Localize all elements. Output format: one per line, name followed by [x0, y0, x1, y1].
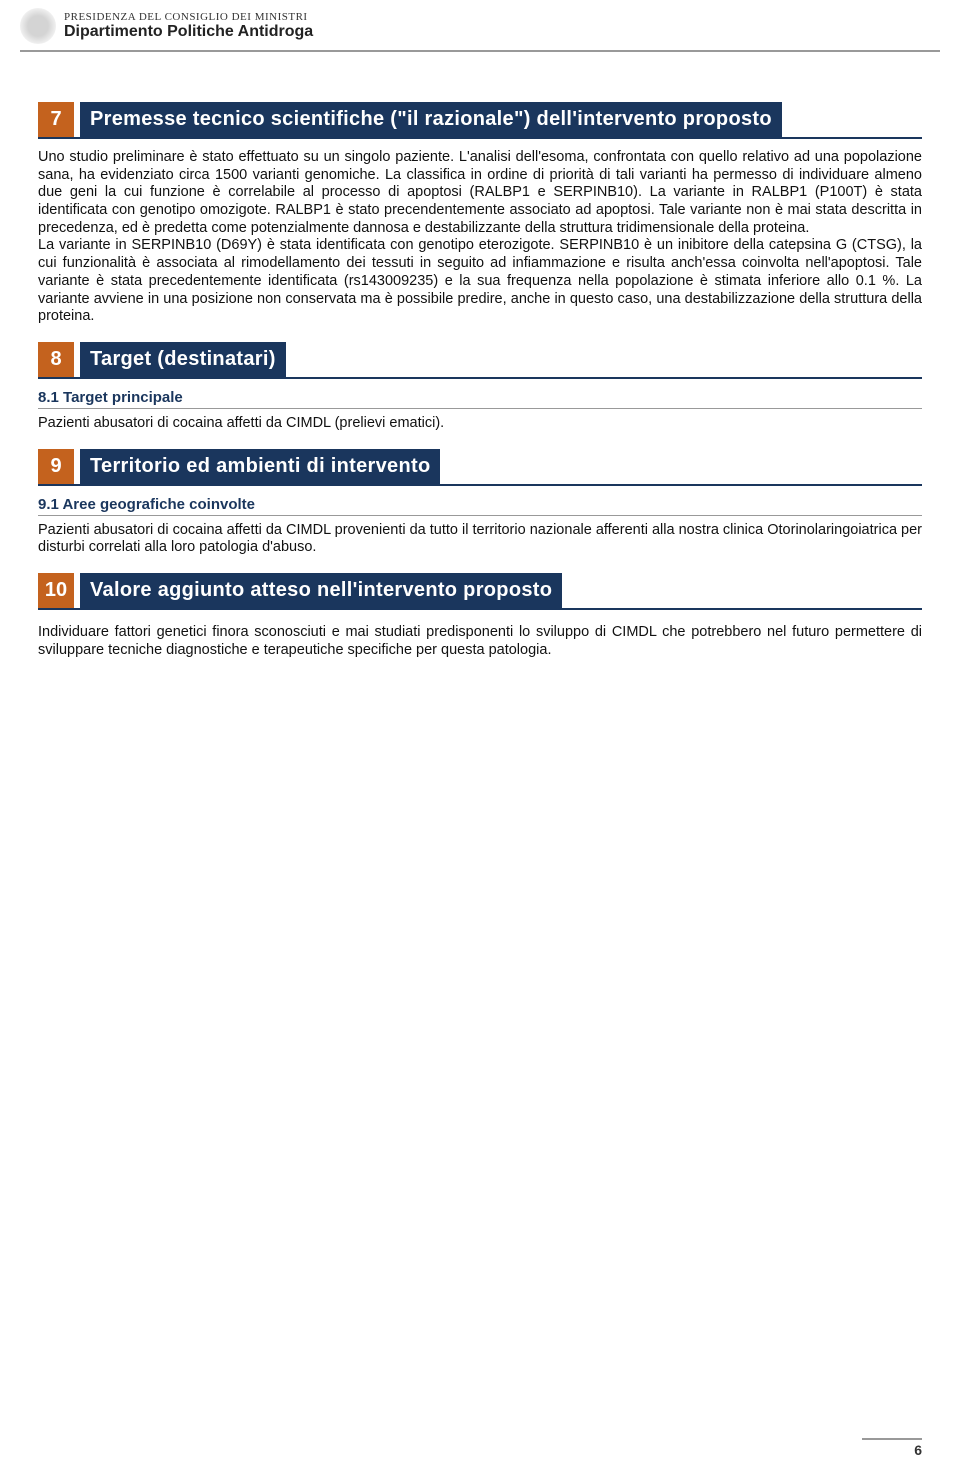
- section-body: Pazienti abusatori di cocaina affetti da…: [38, 522, 922, 557]
- section-body: Pazienti abusatori di cocaina affetti da…: [38, 415, 922, 433]
- page-content: 7 Premesse tecnico scientifiche ("il raz…: [0, 52, 960, 659]
- document-header: PRESIDENZA DEL CONSIGLIO DEI MINISTRI Di…: [0, 0, 960, 48]
- sub-heading: 9.1 Aree geografiche coinvolte: [38, 496, 922, 513]
- page-number: 6: [914, 1442, 922, 1458]
- section-body: Individuare fattori genetici finora scon…: [38, 624, 922, 659]
- section-number: 7: [38, 102, 74, 137]
- emblem-icon: [20, 8, 56, 44]
- section-title: Premesse tecnico scientifiche ("il razio…: [80, 102, 782, 137]
- section-header-9: 9 Territorio ed ambienti di intervento: [38, 449, 922, 486]
- section-title: Valore aggiunto atteso nell'intervento p…: [80, 573, 562, 608]
- sub-divider: [38, 408, 922, 409]
- header-text: PRESIDENZA DEL CONSIGLIO DEI MINISTRI Di…: [64, 11, 313, 41]
- section-number: 10: [38, 573, 74, 608]
- header-line2: Dipartimento Politiche Antidroga: [64, 23, 313, 41]
- sub-divider: [38, 515, 922, 516]
- section-header-7: 7 Premesse tecnico scientifiche ("il raz…: [38, 102, 922, 139]
- section-number: 9: [38, 449, 74, 484]
- sub-heading: 8.1 Target principale: [38, 389, 922, 406]
- footer-line: [862, 1438, 922, 1440]
- section-header-10: 10 Valore aggiunto atteso nell'intervent…: [38, 573, 922, 610]
- page-footer: 6: [862, 1438, 922, 1458]
- header-line1: PRESIDENZA DEL CONSIGLIO DEI MINISTRI: [64, 11, 313, 23]
- section-title: Target (destinatari): [80, 342, 286, 377]
- section-header-8: 8 Target (destinatari): [38, 342, 922, 379]
- section-title: Territorio ed ambienti di intervento: [80, 449, 440, 484]
- section-body: Uno studio preliminare è stato effettuat…: [38, 149, 922, 326]
- section-number: 8: [38, 342, 74, 377]
